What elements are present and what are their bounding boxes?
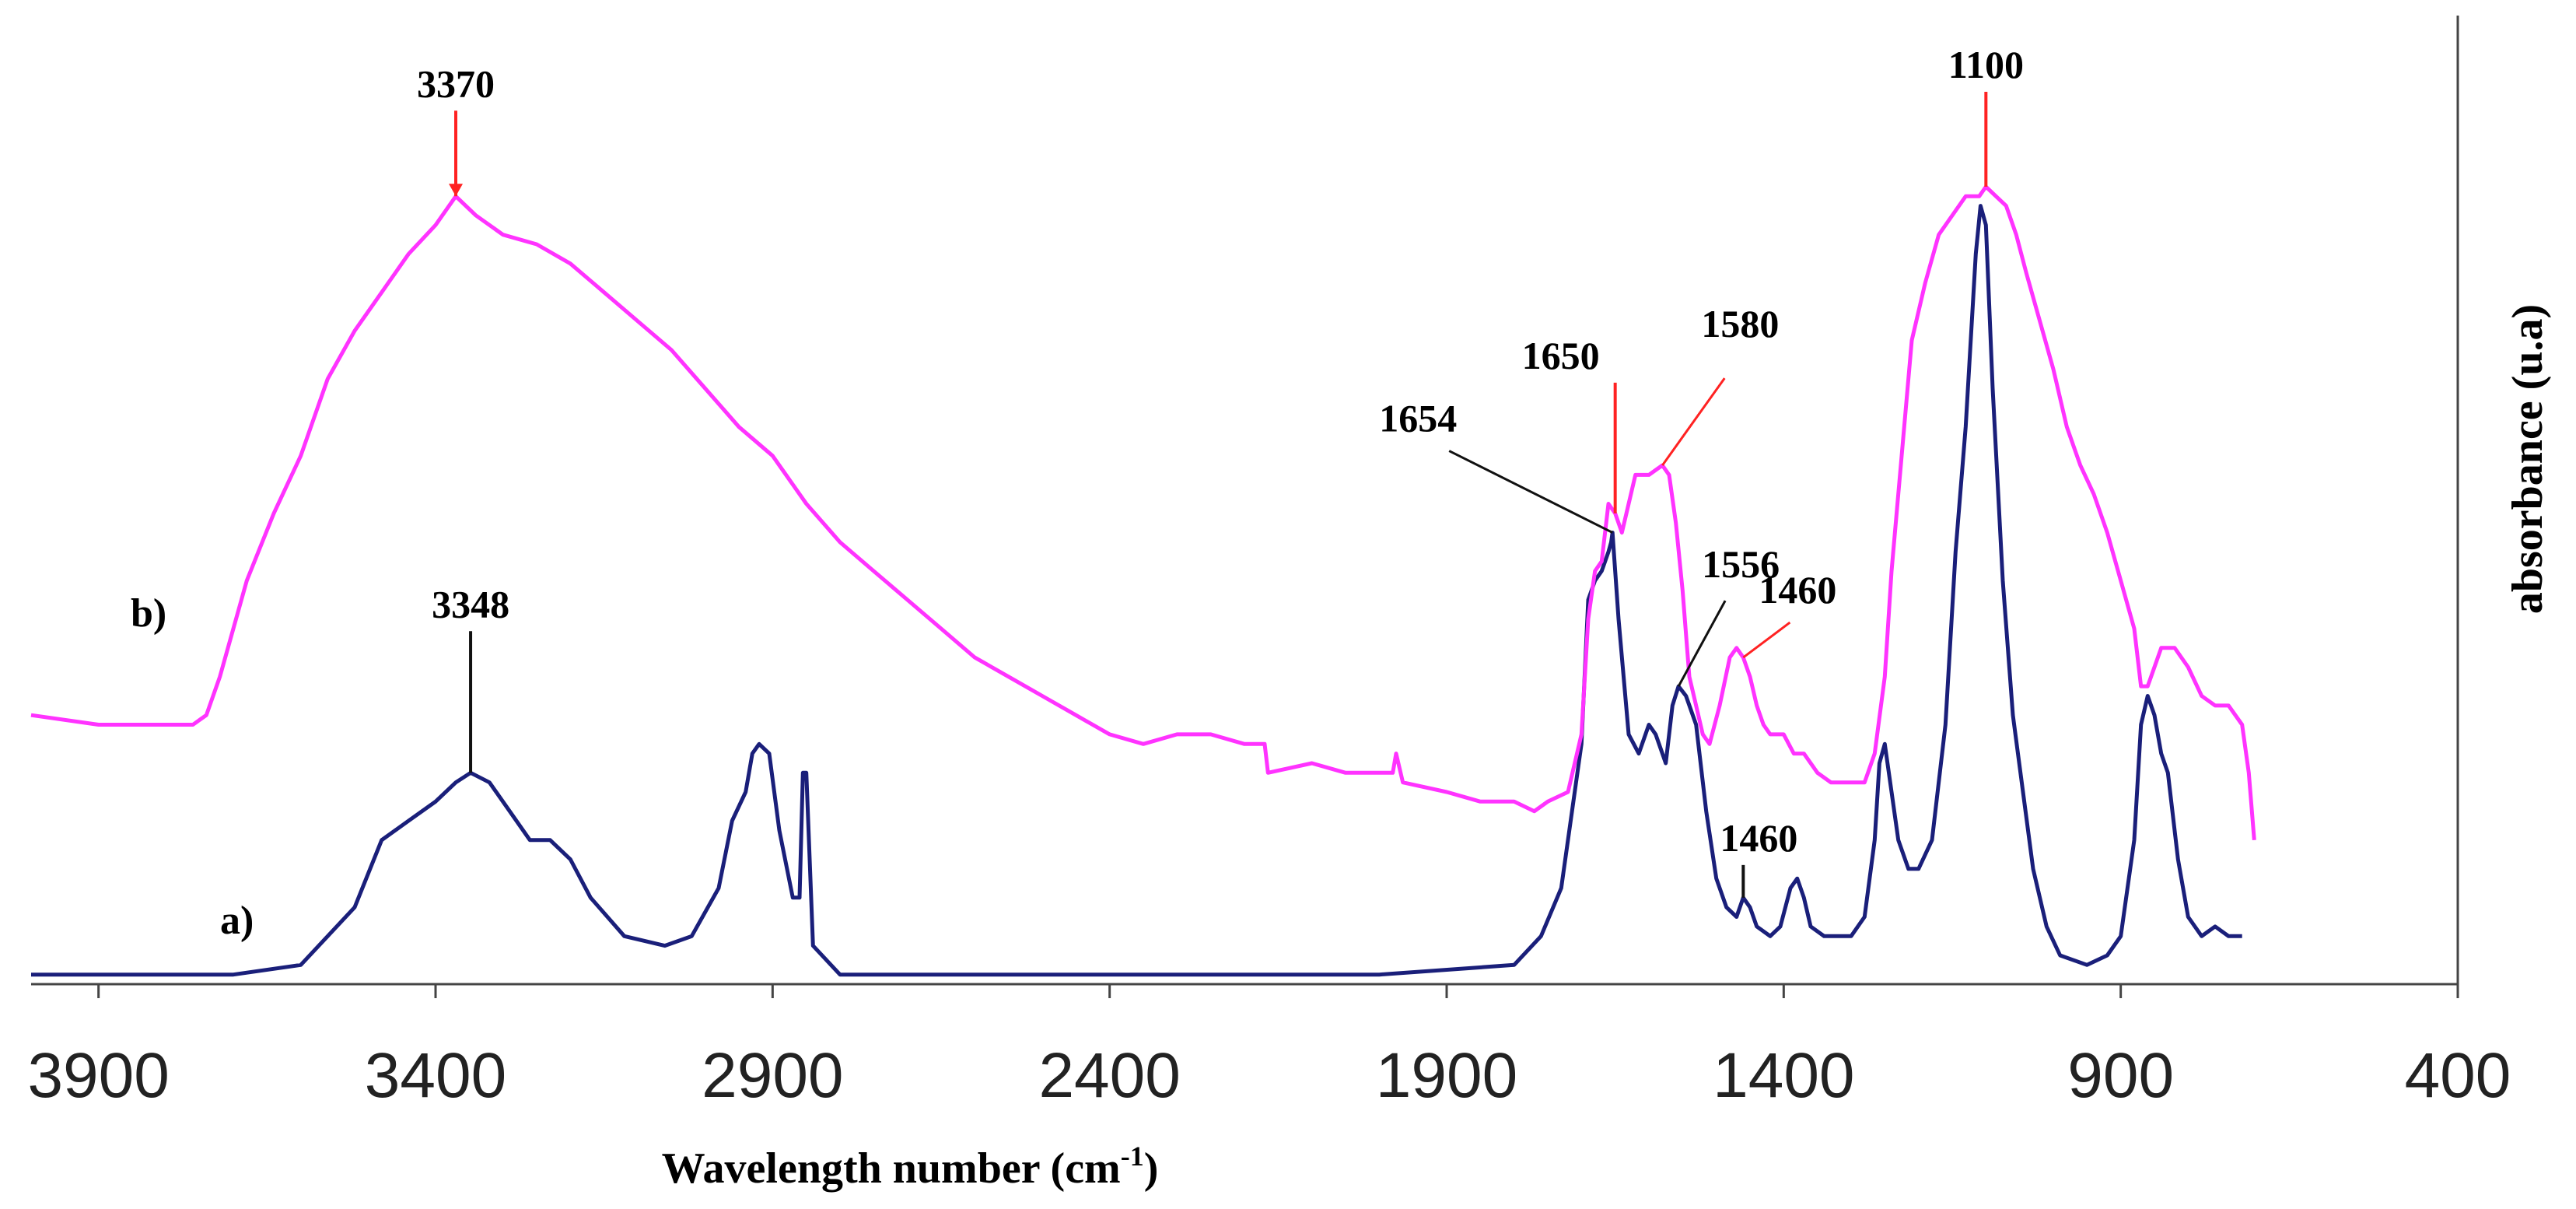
axes: 3900 3400 2900 2400 1900 1400 900 400 — [27, 16, 2511, 1111]
annotation-leader — [1448, 450, 1613, 534]
x-tick-label: 3900 — [27, 1040, 169, 1111]
series-line-a — [31, 204, 2242, 977]
peak-annotation: 1556 — [1677, 542, 1780, 687]
annotation-label: 1460 — [1720, 816, 1797, 860]
x-tick-label: 2400 — [1038, 1040, 1180, 1111]
series-label-a: a) — [220, 899, 254, 943]
annotation-leader — [1677, 600, 1727, 687]
x-axis-title: Wavelength number (cm-1) — [662, 1141, 1159, 1193]
annotation-arrowhead — [449, 184, 463, 197]
y-axis-title: absorbance (u.a) — [2504, 304, 2552, 614]
x-tick-label: 2900 — [702, 1040, 843, 1111]
peak-annotation: 1650 — [1522, 334, 1617, 513]
series-label-b: b) — [131, 591, 166, 636]
peak-annotation: 3370 — [417, 61, 495, 197]
x-ticks: 3900 3400 2900 2400 1900 1400 900 400 — [27, 984, 2511, 1111]
x-tick-label: 1900 — [1376, 1040, 1517, 1111]
peak-annotation: 3348 — [432, 582, 509, 773]
annotation-label: 1650 — [1522, 334, 1600, 377]
annotation-leader — [1661, 377, 1726, 466]
annotation-label: 1460 — [1759, 568, 1836, 612]
x-tick-label: 1400 — [1713, 1040, 1854, 1111]
x-tick-label: 3400 — [365, 1040, 506, 1111]
annotation-label: 3348 — [432, 582, 509, 626]
peak-annotation: 1654 — [1379, 397, 1613, 534]
annotation-label: 1100 — [1948, 43, 2024, 86]
x-tick-label: 900 — [2067, 1040, 2174, 1111]
annotation-label: 1556 — [1702, 542, 1780, 586]
peak-annotation: 1460 — [1720, 816, 1797, 898]
peak-annotation: 1100 — [1948, 43, 2024, 187]
peak-annotation: 1580 — [1661, 302, 1779, 466]
annotation-label: 1654 — [1379, 397, 1457, 440]
peak-annotation: 1460 — [1742, 568, 1836, 659]
x-tick-label: 400 — [2405, 1040, 2511, 1111]
series-line-b — [30, 184, 2256, 841]
series-layer — [30, 184, 2256, 977]
annotation-leader — [1742, 621, 1791, 659]
annotation-label: 1580 — [1701, 302, 1779, 345]
annotation-label: 3370 — [417, 61, 495, 105]
